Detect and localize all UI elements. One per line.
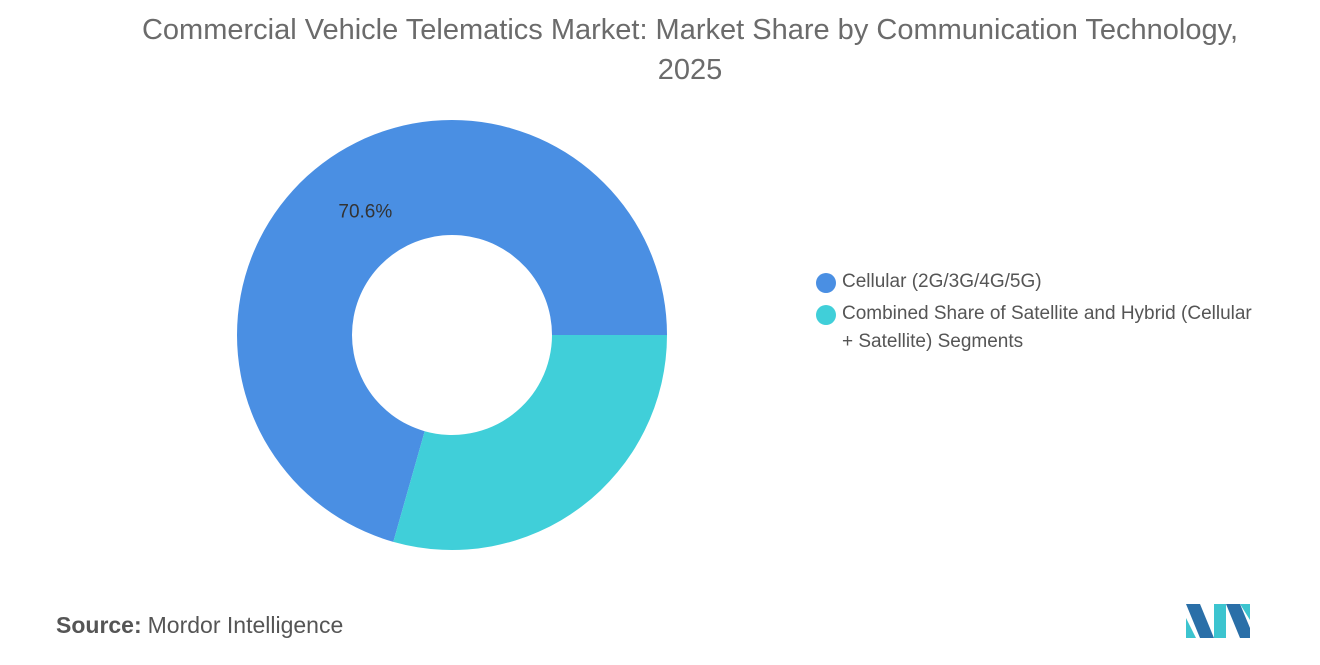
- source-text: Mordor Intelligence: [147, 612, 344, 638]
- source-label: Source:: [56, 612, 142, 638]
- legend-label: Cellular (2G/3G/4G/5G): [842, 271, 1042, 292]
- legend-item: Cellular (2G/3G/4G/5G): [814, 268, 1254, 296]
- legend: Cellular (2G/3G/4G/5G) Combined Share of …: [814, 268, 1254, 360]
- chart-title: Commercial Vehicle Telematics Market: Ma…: [141, 14, 1238, 86]
- legend-item: Combined Share of Satellite and Hybrid (…: [814, 300, 1254, 356]
- data-label: 70.6%: [338, 202, 392, 223]
- source: Source: Mordor Intelligence: [56, 612, 343, 639]
- donut-slice: [237, 119, 667, 542]
- legend-swatch: [816, 273, 836, 293]
- legend-swatch: [816, 305, 836, 325]
- legend-label: Combined Share of Satellite and Hybrid (…: [842, 303, 1252, 352]
- donut-slice: [393, 335, 667, 550]
- logo: [1186, 604, 1250, 638]
